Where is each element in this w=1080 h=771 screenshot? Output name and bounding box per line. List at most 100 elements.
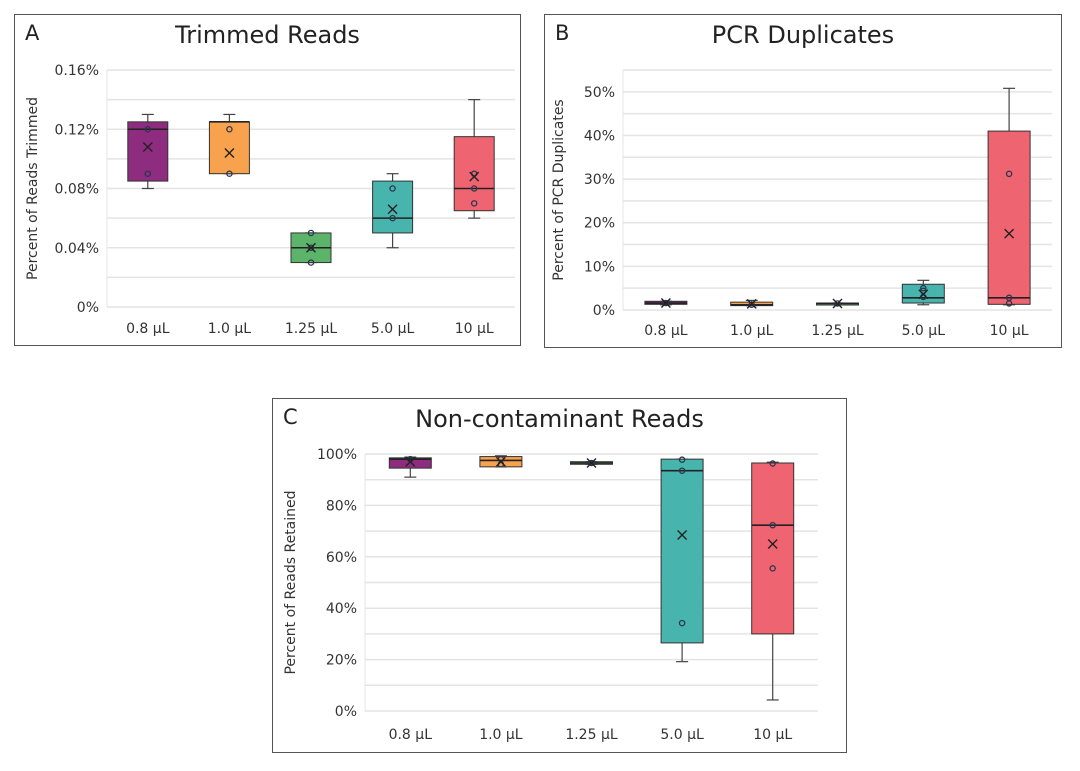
box-group (479, 455, 523, 468)
data-point (769, 565, 776, 572)
box (453, 136, 495, 212)
y-tick-label: 30% (584, 172, 615, 188)
box-group (901, 279, 945, 306)
data-point (769, 521, 776, 529)
data-point (834, 300, 841, 307)
panel-label: B (555, 21, 570, 45)
chart-svg: 0% 0.04% 0.08% 0.12% 0.16% Percent of Reads T… (25, 63, 515, 337)
data-point (389, 214, 396, 222)
box-group (453, 99, 495, 219)
y-axis-label: Percent of Reads Retained (283, 490, 299, 674)
data-point (470, 185, 478, 192)
box (388, 457, 432, 469)
chart-title: Trimmed Reads (175, 21, 360, 49)
y-tick-label: 0% (335, 704, 357, 720)
data-point (144, 126, 152, 133)
box-group (208, 113, 250, 177)
box (987, 130, 1031, 305)
y-tick-label: 0.12% (55, 122, 99, 138)
box-group (388, 455, 432, 478)
chart-title: PCR Duplicates (711, 21, 895, 49)
data-point (389, 185, 396, 192)
y-tick-label: 20% (584, 216, 615, 232)
mean-marker (832, 298, 843, 309)
y-tick-label: 60% (326, 550, 357, 566)
x-tick-label: 5.0 µL (902, 323, 946, 339)
box-group (660, 456, 704, 663)
y-tick-label: 0.16% (55, 63, 99, 79)
mean-marker (224, 147, 235, 158)
chart-title: Non-contaminant Reads (415, 405, 704, 433)
y-tick-label: 40% (326, 601, 357, 617)
data-point (307, 244, 315, 251)
panel-label: A (25, 21, 40, 45)
x-tick-label: 10 µL (753, 727, 792, 743)
mean-marker (586, 458, 597, 468)
data-point (662, 299, 670, 307)
y-axis-label: Percent of PCR Duplicates (551, 99, 567, 280)
data-point (748, 301, 755, 309)
data-point (678, 467, 686, 474)
data-point (588, 459, 595, 467)
data-point (307, 229, 315, 237)
x-tick-label: 1.0 µL (730, 323, 774, 339)
data-point (470, 200, 478, 207)
y-tick-label: 0.04% (55, 241, 99, 257)
data-point (678, 456, 686, 463)
y-tick-label: 100% (317, 447, 357, 463)
y-tick-label: 0% (77, 300, 99, 316)
data-point (1005, 300, 1013, 307)
panel-trimmed-reads: 0% 0.04% 0.08% 0.12% 0.16% Percent of Reads T… (14, 14, 521, 346)
mean-marker (469, 171, 480, 182)
box (127, 121, 169, 182)
mean-marker (1004, 228, 1015, 239)
y-tick-label: 40% (584, 128, 615, 144)
y-tick-label: 0% (593, 303, 615, 319)
box (660, 458, 704, 644)
panel-pcr-duplicates: 0% 10% 20% 30% 40% 50% Percent of PCR Duplicat… (544, 14, 1062, 348)
box-group (751, 460, 795, 701)
x-tick-label: 5.0 µL (371, 321, 415, 337)
x-tick-label: 1.25 µL (565, 727, 618, 743)
data-point (769, 460, 776, 467)
x-tick-label: 10 µL (455, 321, 494, 337)
data-point (226, 126, 233, 133)
box-group (816, 298, 859, 309)
mean-marker (660, 298, 671, 309)
y-tick-label: 0.08% (55, 182, 99, 198)
mean-marker (306, 242, 316, 253)
data-point (920, 284, 927, 292)
box-group (127, 113, 169, 190)
mean-marker (746, 298, 757, 309)
chart-svg: 0% 20% 40% 60% 80% 100% Percent of Reads Retai… (283, 447, 818, 743)
panel-non-contaminant-reads: 0% 20% 40% 60% 80% 100% Percent of Reads Retai… (272, 398, 847, 753)
box (372, 180, 414, 234)
y-tick-label: 20% (326, 653, 357, 669)
x-tick-label: 5.0 µL (660, 727, 704, 743)
mean-marker (142, 142, 153, 153)
y-tick-label: 10% (584, 259, 615, 275)
data-point (144, 170, 152, 177)
box (751, 462, 795, 635)
box-group (987, 87, 1031, 307)
x-tick-label: 1.25 µL (811, 323, 864, 339)
box-group (730, 298, 774, 309)
y-tick-label: 50% (584, 85, 615, 101)
y-axis-label: Percent of Reads Trimmed (25, 97, 41, 280)
data-point (1005, 170, 1013, 178)
mean-marker (918, 289, 929, 300)
data-point (307, 259, 315, 266)
box-group (372, 173, 414, 249)
box-group (570, 458, 613, 468)
mean-marker (677, 529, 688, 540)
mean-marker (405, 456, 416, 467)
x-tick-label: 0.8 µL (644, 323, 688, 339)
mean-marker (767, 538, 778, 549)
box-group (290, 229, 332, 266)
x-tick-label: 1.25 µL (285, 321, 338, 337)
x-tick-label: 1.0 µL (479, 727, 523, 743)
x-tick-label: 1.0 µL (208, 321, 252, 337)
y-tick-label: 80% (326, 498, 357, 514)
box (208, 121, 250, 175)
x-tick-label: 0.8 µL (126, 321, 170, 337)
